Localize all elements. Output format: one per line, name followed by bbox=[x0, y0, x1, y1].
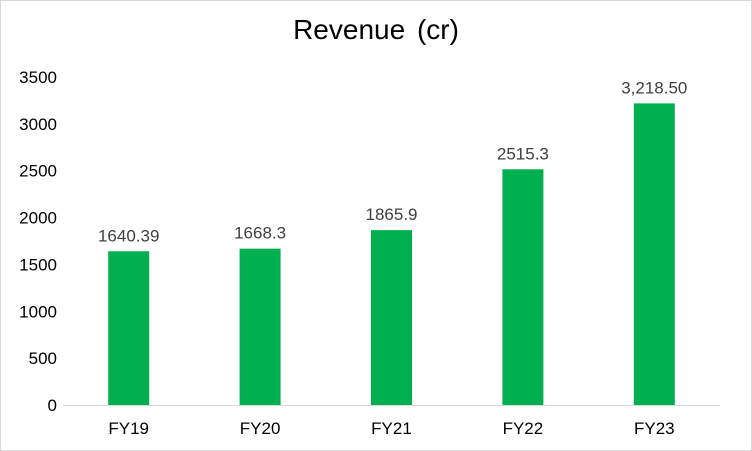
y-tick-label: 0 bbox=[48, 396, 57, 415]
y-tick-label: 3500 bbox=[19, 68, 57, 87]
bar bbox=[108, 251, 150, 405]
x-tick-label: FY20 bbox=[240, 419, 281, 438]
y-tick-label: 1500 bbox=[19, 255, 57, 274]
x-tick-label: FY19 bbox=[108, 419, 149, 438]
x-tick-label: FY22 bbox=[503, 419, 544, 438]
y-tick-label: 3000 bbox=[19, 115, 57, 134]
chart-title: Revenue (cr) bbox=[293, 14, 459, 45]
y-tick-label: 2000 bbox=[19, 209, 57, 228]
bar bbox=[371, 230, 412, 405]
data-label: 1640.39 bbox=[98, 226, 159, 245]
data-label: 1865.9 bbox=[366, 205, 418, 224]
x-tick-label: FY21 bbox=[371, 419, 412, 438]
y-tick-label: 500 bbox=[29, 349, 57, 368]
data-label: 2515.3 bbox=[497, 144, 549, 163]
bar bbox=[239, 248, 281, 405]
bar bbox=[633, 103, 675, 406]
x-tick-label: FY23 bbox=[634, 419, 675, 438]
y-tick-label: 2500 bbox=[19, 162, 57, 181]
y-tick-label: 1000 bbox=[19, 302, 57, 321]
data-label: 3,218.50 bbox=[621, 78, 687, 97]
data-label: 1668.3 bbox=[234, 224, 286, 243]
bar bbox=[502, 169, 544, 405]
